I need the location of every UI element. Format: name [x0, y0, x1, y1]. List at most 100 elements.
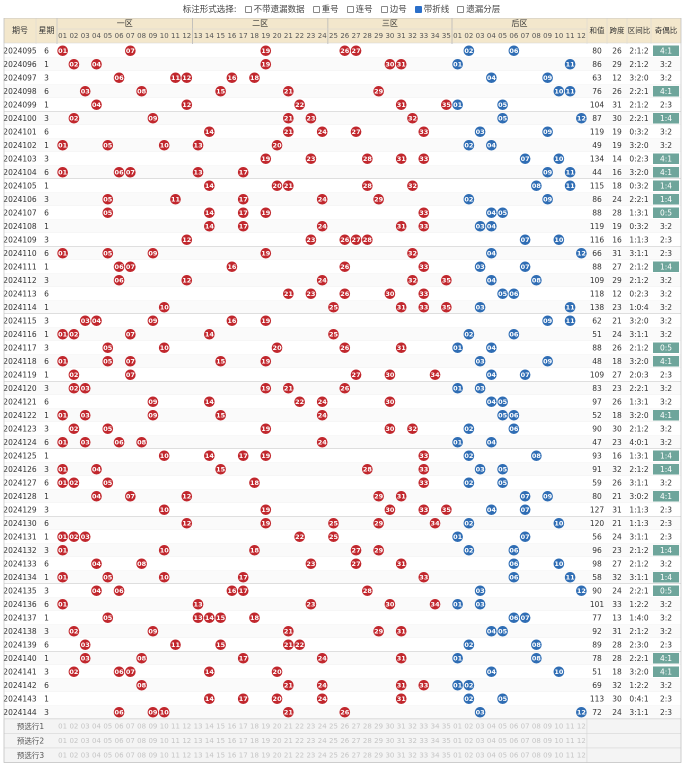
checkbox[interactable]	[244, 5, 252, 13]
stat-cell: 1:4	[660, 546, 672, 555]
red-number: 14	[205, 182, 215, 190]
checkbox[interactable]	[312, 5, 320, 13]
stat-cell: 113	[590, 694, 605, 703]
red-number: 10	[160, 506, 170, 514]
highlight	[653, 666, 679, 677]
preselect-number: 05	[103, 737, 112, 745]
issue: 2024138	[3, 627, 37, 636]
red-ball	[170, 193, 181, 205]
stat-cell: 3:1:1	[629, 330, 649, 339]
preselect-stat-bg	[586, 747, 682, 763]
row-bg	[4, 489, 681, 503]
blue-ball	[474, 355, 486, 367]
checkbox[interactable]	[414, 5, 422, 13]
blue-ball	[508, 409, 520, 421]
red-number: 01	[58, 479, 68, 487]
stat-cell: 28	[612, 208, 622, 217]
red-number: 21	[284, 290, 294, 298]
red-number: 31	[397, 654, 407, 662]
stat-cell: 48	[592, 357, 602, 366]
preselect-number: 06	[509, 737, 518, 745]
preselect-number: 28	[363, 751, 372, 759]
weekday: 1	[44, 532, 49, 541]
number-header: 28	[363, 32, 372, 40]
checkbox[interactable]	[380, 5, 388, 13]
blue-number: 03	[476, 600, 485, 608]
red-number: 07	[126, 263, 135, 271]
red-number: 02	[69, 330, 78, 338]
red-ball	[68, 369, 80, 381]
stat-cell: 119	[590, 127, 605, 136]
blue-ball	[452, 531, 463, 543]
highlight	[653, 86, 679, 97]
red-number: 12	[182, 74, 191, 82]
row-bg	[4, 138, 681, 152]
blue-number: 03	[476, 708, 485, 716]
red-number: 13	[194, 141, 203, 149]
stat-cell: 1:4:0	[629, 613, 649, 622]
preselect-number: 02	[69, 722, 78, 730]
blue-ball	[463, 639, 475, 651]
preselect-number: 16	[227, 737, 236, 745]
red-number: 18	[250, 546, 260, 554]
blue-number: 08	[532, 654, 542, 662]
weekday: 1	[44, 613, 49, 622]
red-number: 15	[216, 641, 226, 649]
red-number: 26	[340, 47, 350, 55]
weekday: 3	[44, 586, 49, 595]
blue-ball	[497, 477, 508, 489]
preselect-number: 29	[374, 751, 383, 759]
red-ball	[158, 342, 170, 354]
stat-cell: 19	[612, 127, 622, 136]
red-number: 05	[103, 614, 113, 622]
red-number: 07	[126, 47, 135, 55]
row-bg	[4, 206, 681, 220]
red-ball	[260, 382, 272, 394]
preselect-number: 11	[566, 751, 575, 759]
red-number: 19	[261, 317, 271, 325]
red-ball	[418, 679, 430, 691]
blue-ball	[486, 247, 497, 259]
option[interactable]: 带折线	[414, 3, 449, 15]
stat-cell: 2:0:3	[629, 370, 649, 379]
stat-cell: 1:3:1	[629, 451, 649, 460]
number-header: 08	[137, 32, 146, 40]
preselect-number: 01	[58, 722, 67, 730]
checkbox[interactable]	[457, 5, 465, 13]
preselect-number: 25	[329, 751, 338, 759]
red-ball	[57, 45, 68, 57]
preselect-number: 01	[58, 751, 67, 759]
checkbox[interactable]	[346, 5, 354, 13]
option[interactable]: 边号	[380, 3, 407, 15]
stat-cell: 120	[590, 519, 605, 528]
stat-cell: 16	[612, 451, 622, 460]
preselect-number: 27	[352, 722, 361, 730]
red-ball	[68, 666, 80, 678]
red-number: 09	[148, 411, 158, 419]
red-number: 02	[69, 425, 78, 433]
stat-cell: 18	[612, 181, 622, 190]
blue-ball	[486, 666, 497, 678]
option[interactable]: 不带遗漏数据	[244, 3, 305, 15]
blue-number: 11	[566, 168, 576, 176]
issue: 2024133	[3, 559, 37, 568]
preselect-number: 07	[521, 722, 530, 730]
number-header: 06	[509, 32, 518, 40]
option[interactable]: 重号	[312, 3, 339, 15]
red-ball	[283, 112, 294, 124]
preselect-number: 19	[261, 722, 270, 730]
option[interactable]: 连号	[346, 3, 373, 15]
red-number: 05	[103, 573, 113, 581]
red-number: 04	[92, 492, 102, 500]
red-ball	[215, 639, 226, 651]
red-number: 02	[69, 114, 78, 122]
option[interactable]: 遗漏分层	[457, 3, 500, 15]
red-number: 01	[58, 249, 68, 257]
stat-cell: 21	[612, 492, 622, 501]
stat-cell: 24	[612, 195, 622, 204]
red-ball	[271, 139, 283, 151]
red-ball	[395, 652, 407, 664]
red-number: 14	[205, 209, 215, 217]
preselect-number: 17	[239, 722, 248, 730]
preselect-number: 15	[216, 737, 225, 745]
